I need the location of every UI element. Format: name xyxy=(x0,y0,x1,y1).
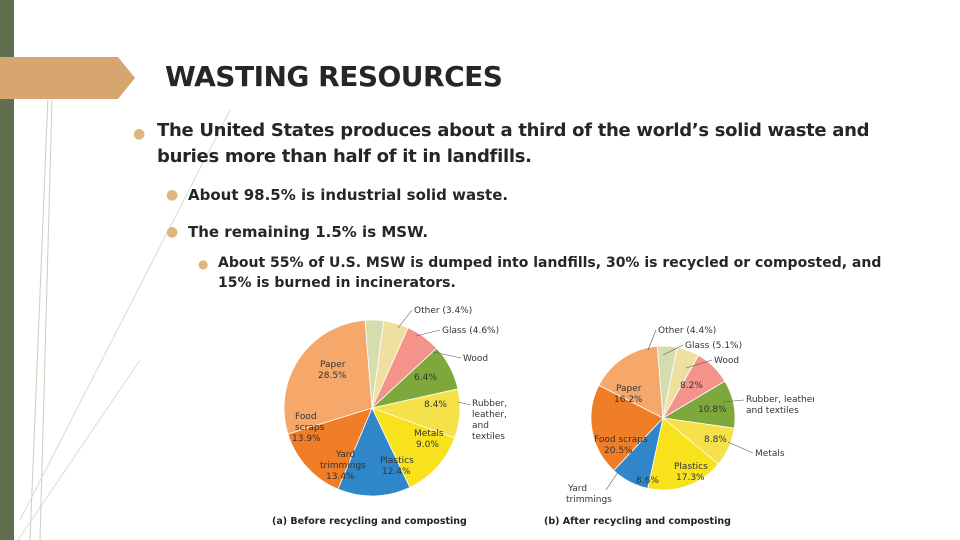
bullet-dot-icon: ● xyxy=(166,224,179,240)
bullet-3: ● The remaining 1.5% is MSW. xyxy=(166,222,888,242)
label-a-metals: Metals xyxy=(414,429,444,439)
label-a-rubber-l2: leather, xyxy=(472,410,507,420)
label-b-yard-l1: Yard xyxy=(567,484,587,494)
label-a-metals-value: 9.0% xyxy=(416,440,439,450)
bullet-text: About 55% of U.S. MSW is dumped into lan… xyxy=(218,255,882,291)
label-a-yard-l2: trimmings xyxy=(320,461,366,471)
slide-title: WASTING RESOURCES xyxy=(165,60,503,93)
bullet-dot-icon: ● xyxy=(166,187,179,203)
label-b-yard-value: 8.6% xyxy=(636,476,659,486)
label-b-rubber-value: 10.8% xyxy=(698,405,727,415)
pie-slice-yard-trimmings xyxy=(337,407,411,497)
label-b-metals-value: 8.8% xyxy=(704,435,727,445)
label-b-paper-value: 16.2% xyxy=(614,395,643,405)
decorative-lines xyxy=(17,95,231,540)
label-a-paper-value: 28.5% xyxy=(318,371,347,381)
label-b-metals: Metals xyxy=(755,449,785,459)
label-b-plastics-value: 17.3% xyxy=(676,473,705,483)
label-a-food-value: 13.9% xyxy=(292,434,321,444)
label-a-other: Other (3.4%) xyxy=(414,306,472,316)
label-a-rubber-l4: textiles xyxy=(472,432,505,442)
label-b-other: Other (4.4%) xyxy=(658,326,716,336)
label-b-glass: Glass (5.1%) xyxy=(685,341,742,351)
label-a-rubber-value: 8.4% xyxy=(424,400,447,410)
pie-slice-food-scraps xyxy=(590,384,664,472)
label-a-food-l1: Food xyxy=(295,412,317,422)
label-b-rubber-l2: and textiles xyxy=(746,406,799,416)
label-a-yard-l1: Yard xyxy=(335,450,355,460)
label-b-wood-value: 8.2% xyxy=(680,381,703,391)
pie-slice-food-scraps xyxy=(287,407,373,490)
bullet-dot-icon: ● xyxy=(133,126,145,142)
label-a-food-l2: scraps xyxy=(295,423,325,433)
bullet-2: ● About 98.5% is industrial solid waste. xyxy=(166,185,888,205)
pie-chart-before xyxy=(283,319,461,497)
chart-a-title: (a) Before recycling and composting xyxy=(272,516,467,527)
title-accent-tab xyxy=(0,57,135,99)
label-a-plastics: Plastics xyxy=(380,456,414,466)
label-a-glass: Glass (4.6%) xyxy=(442,326,499,336)
label-b-food-value: 20.5% xyxy=(604,446,633,456)
label-b-rubber-l1: Rubber, leather, xyxy=(746,395,814,405)
pie-slice-plastics xyxy=(647,417,719,491)
pie-slice-plastics xyxy=(371,407,456,488)
bullet-dot-icon: ● xyxy=(198,257,209,271)
label-a-paper: Paper xyxy=(320,360,346,370)
bullet-text: About 98.5% is industrial solid waste. xyxy=(188,186,509,204)
label-b-yard-l2: trimmings xyxy=(566,495,612,505)
label-b-paper: Paper xyxy=(616,384,642,394)
label-a-rubber-l3: and xyxy=(472,421,489,431)
bullet-text: The United States produces about a third… xyxy=(157,120,870,167)
left-accent-bar xyxy=(0,0,14,540)
bullet-4: ● About 55% of U.S. MSW is dumped into l… xyxy=(198,253,898,293)
label-a-rubber-l1: Rubber, xyxy=(472,399,507,409)
label-b-wood: Wood xyxy=(714,356,739,366)
bullet-text: The remaining 1.5% is MSW. xyxy=(188,223,429,241)
pie-charts-figure: Other (3.4%) Glass (4.6%) Wood 6.4% Pape… xyxy=(268,302,819,530)
pie-charts-svg: Other (3.4%) Glass (4.6%) Wood 6.4% Pape… xyxy=(272,306,819,527)
label-b-plastics: Plastics xyxy=(674,462,708,472)
label-a-wood: Wood xyxy=(463,354,488,364)
label-a-plastics-value: 12.4% xyxy=(382,467,411,477)
bullet-1: ● The United States produces about a thi… xyxy=(133,118,887,170)
chart-b-title: (b) After recycling and composting xyxy=(544,516,731,527)
label-b-food: Food scraps xyxy=(594,435,648,445)
pie-chart-after xyxy=(590,345,736,491)
pie-slice-paper xyxy=(598,345,664,419)
label-a-wood-value: 6.4% xyxy=(414,373,437,383)
pie-slice-paper xyxy=(283,319,373,435)
label-a-yard-value: 13.4% xyxy=(326,472,355,482)
